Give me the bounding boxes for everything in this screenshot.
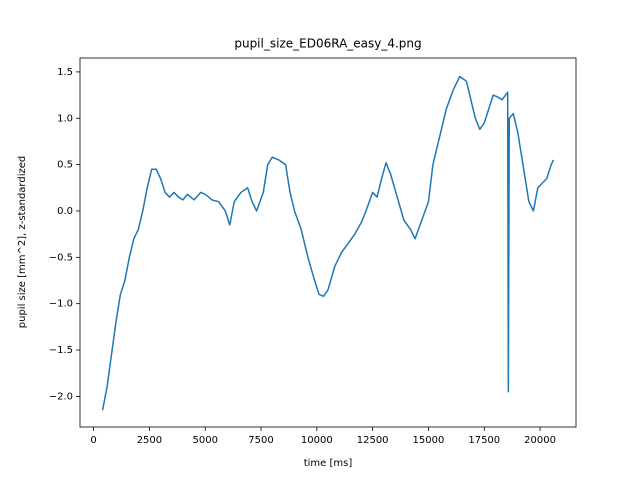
y-tick-label: 1.0 [57,113,73,124]
x-tick-label: 15000 [413,435,445,446]
y-tick-label: −1.5 [49,345,73,356]
chart-title: pupil_size_ED06RA_easy_4.png [234,37,421,51]
y-tick-label: −0.5 [49,252,73,263]
data-line [101,75,555,411]
plot-frame [79,57,577,428]
x-tick-label: 5000 [193,435,218,446]
y-axis-label: pupil size [mm^2], z-standardized [17,156,28,328]
x-tick-label: 12500 [357,435,389,446]
y-tick-label: 0.0 [57,206,73,217]
x-tick-label: 2500 [137,435,162,446]
y-tick-label: 1.5 [57,67,73,78]
x-tick-label: 10000 [301,435,333,446]
x-axis-label: time [ms] [304,458,353,469]
y-tick-label: −1.0 [49,299,73,310]
x-tick-label: 20000 [524,435,556,446]
y-tick-label: −2.0 [49,391,73,402]
x-tick-label: 17500 [468,435,500,446]
x-tick-label: 7500 [248,435,273,446]
y-tick-label: 0.5 [57,160,73,171]
x-tick-label: 0 [90,435,96,446]
